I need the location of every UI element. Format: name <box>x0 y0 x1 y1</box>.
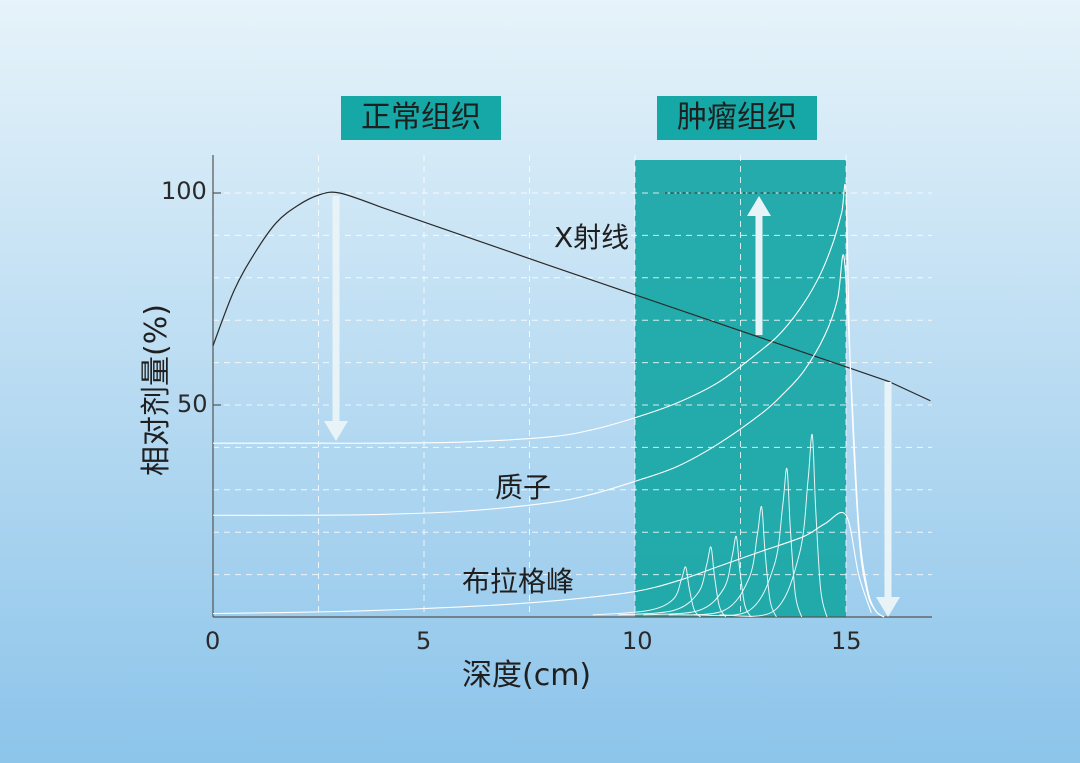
proton-annotation: 质子 <box>495 471 552 504</box>
tumor-tissue-label: 肿瘤组织 <box>657 96 817 140</box>
bragg-peak-curve <box>719 434 828 618</box>
x-axis-title: 深度(cm) <box>462 658 592 693</box>
series-line <box>213 183 885 618</box>
x-tick-label: 15 <box>831 627 862 655</box>
y-tick-label: 50 <box>177 390 208 418</box>
y-axis-title: 相对剂量(%) <box>139 304 174 476</box>
up-arrow-tumor-head <box>747 196 771 216</box>
down-arrow-normal-head <box>324 421 348 441</box>
bragg-peak-curve <box>643 535 752 618</box>
series-line <box>212 511 872 615</box>
series-line <box>212 191 931 402</box>
bragg-peak-curve <box>618 546 727 618</box>
x-tick-label: 0 <box>205 627 221 655</box>
bragg-peak-annotation: 布拉格峰 <box>462 565 575 598</box>
bragg-peak-curve <box>694 467 803 618</box>
x-tick-label: 5 <box>416 627 432 655</box>
normal-tissue-label: 正常组织 <box>341 96 501 140</box>
bragg-peak-curve <box>668 506 777 618</box>
x-tick-label: 10 <box>622 627 653 655</box>
bragg-peak-curve <box>592 566 701 618</box>
xray-annotation: X射线 <box>554 221 630 254</box>
y-tick-label: 100 <box>161 177 207 205</box>
series-line <box>212 254 885 618</box>
down-arrow-beyond-head <box>876 597 900 617</box>
